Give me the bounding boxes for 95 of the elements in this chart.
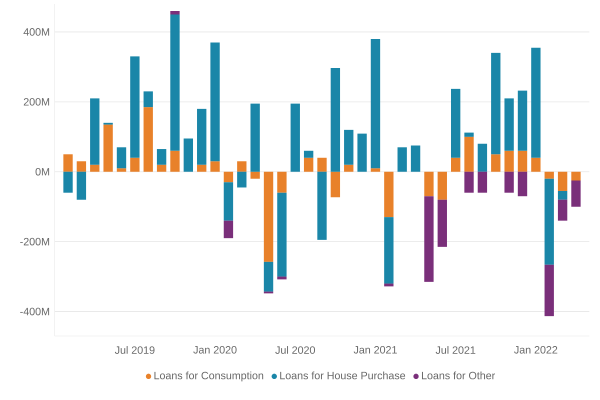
bar [156,149,166,165]
x-tick-label: Jul 2020 [275,346,315,354]
bar [370,168,380,172]
y-tick-label: 400M [24,28,50,36]
bar [464,132,474,137]
bar [237,161,246,172]
y-tick-label: -200M [20,238,50,246]
bar [250,104,260,172]
bar [478,172,488,193]
x-tick-label: Jan 2021 [354,346,397,354]
bar [170,14,180,151]
bar [558,190,568,200]
bar [571,172,581,180]
y-tick-label: 200M [24,98,50,106]
bar [438,200,447,247]
bar [357,134,367,172]
bar [210,42,220,162]
bar [344,164,354,172]
bar [464,136,474,172]
bar [344,130,354,165]
bar [424,196,434,282]
bar [450,158,460,172]
bar [170,150,180,172]
bar [277,172,287,193]
bar [531,158,541,172]
bar [130,158,140,172]
bar [384,217,394,284]
y-tick-label: -400M [20,308,50,316]
bar [491,154,500,172]
bar [237,172,246,188]
bar [398,147,407,172]
bar [450,88,460,158]
bar [224,172,234,182]
legend-label: Loans for Consumption [154,371,264,382]
bar [103,124,113,172]
bar [197,164,206,172]
legend-label: Loans for Other [422,371,496,380]
bar [116,147,126,168]
bar [410,146,420,172]
bar [504,98,514,151]
bar [63,154,73,172]
x-tick-label: Jul 2021 [436,346,476,354]
x-tick-label: Jan 2020 [193,346,237,354]
bar [144,107,153,172]
bar [304,158,314,172]
bar [438,172,447,200]
bar [317,158,327,172]
x-tick-label: Jul 2019 [114,346,154,354]
bar [170,10,180,14]
y-tick-label: 0M [36,168,50,176]
bar [90,98,100,165]
bar [184,138,194,172]
bar [558,200,568,221]
bar [277,192,287,277]
bar [197,108,206,165]
bar [518,150,528,172]
bar [116,168,126,172]
bar [384,284,394,286]
bar [210,161,220,172]
bar [130,56,140,158]
bar [491,52,500,154]
bar [504,150,514,172]
bar [330,172,340,198]
bar [317,172,327,240]
bar [250,172,260,179]
bar [478,144,488,172]
bar [464,172,474,193]
bar [156,164,166,172]
bar [544,264,554,316]
bar [264,262,274,292]
bar [63,172,73,193]
bar [264,172,274,262]
bar [90,164,100,172]
x-tick-label: Jan 2022 [514,346,558,354]
bar [558,172,568,191]
bar [571,180,581,207]
legend-label: Loans for House Purchase [280,371,406,380]
bar [330,68,340,172]
bar [384,172,394,218]
bar [76,161,86,172]
bar [518,172,528,196]
bar [518,90,528,151]
bar [304,150,314,158]
bar [424,172,434,196]
bar [76,172,86,200]
bar [531,48,541,158]
bar [224,220,234,238]
bar [504,172,514,193]
bar [544,178,554,265]
bar [370,38,380,168]
bar [144,91,153,108]
bar [290,104,300,172]
bar [224,182,234,221]
bar [544,172,554,179]
bar [277,276,287,280]
